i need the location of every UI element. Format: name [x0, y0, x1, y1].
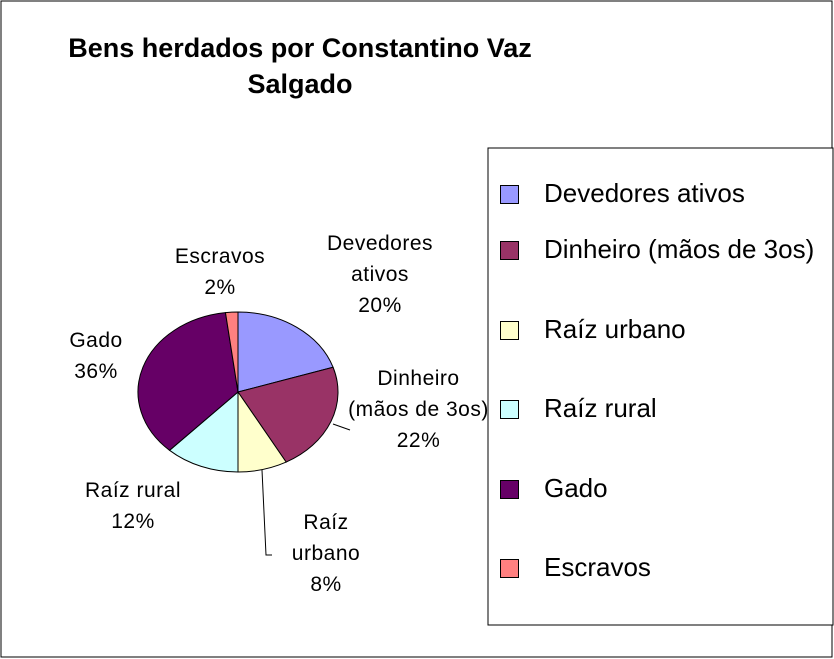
category-label: Gado [69, 329, 123, 352]
category-label: Raíz urbano [291, 511, 361, 565]
value-label: 12% [111, 510, 155, 533]
value-label: 36% [74, 360, 118, 383]
pie-slice [237, 311, 334, 393]
legend-entry: Raíz urbano [544, 314, 686, 344]
legend-box [487, 147, 834, 626]
category-label: Escravos [174, 245, 266, 268]
category-label: Dinheiro (mãos de 3os) [348, 367, 489, 421]
pie-slice [224, 311, 239, 393]
legend-swatch [500, 400, 519, 419]
legend-swatch [500, 480, 519, 499]
value-label: 2% [204, 276, 236, 299]
category-label: Raíz rural [84, 479, 182, 502]
data-label: Gado 36% [46, 325, 146, 387]
pie-slice [168, 390, 239, 473]
data-label: Dinheiro (mãos de 3os) 22% [346, 363, 491, 456]
data-label: Escravos 2% [150, 241, 290, 303]
leader-line [261, 469, 272, 556]
chart-title: Bens herdados por Constantino Vaz Salgad… [68, 33, 532, 99]
pie-slice [237, 366, 339, 463]
legend-entry: Escravos [544, 552, 651, 582]
legend-swatch [500, 559, 519, 578]
data-label: Raíz rural 12% [58, 475, 208, 537]
legend-swatch [500, 241, 519, 260]
legend-entry: Raíz rural [544, 393, 657, 423]
value-label: 20% [358, 294, 402, 317]
legend-swatch [500, 321, 519, 340]
legend-swatch [500, 185, 519, 204]
legend-entry: Gado [544, 473, 608, 503]
leader-line [332, 423, 351, 431]
data-label: Devedores ativos 20% [320, 228, 440, 321]
value-label: 22% [396, 429, 441, 452]
category-label: Devedores ativos [326, 232, 434, 286]
legend-entry: Devedores ativos [544, 178, 745, 208]
value-label: 8% [310, 573, 342, 596]
data-label: Raíz urbano 8% [270, 507, 382, 600]
pie-slice [137, 312, 239, 451]
legend-entry: Dinheiro (mãos de 3os) [544, 234, 815, 264]
